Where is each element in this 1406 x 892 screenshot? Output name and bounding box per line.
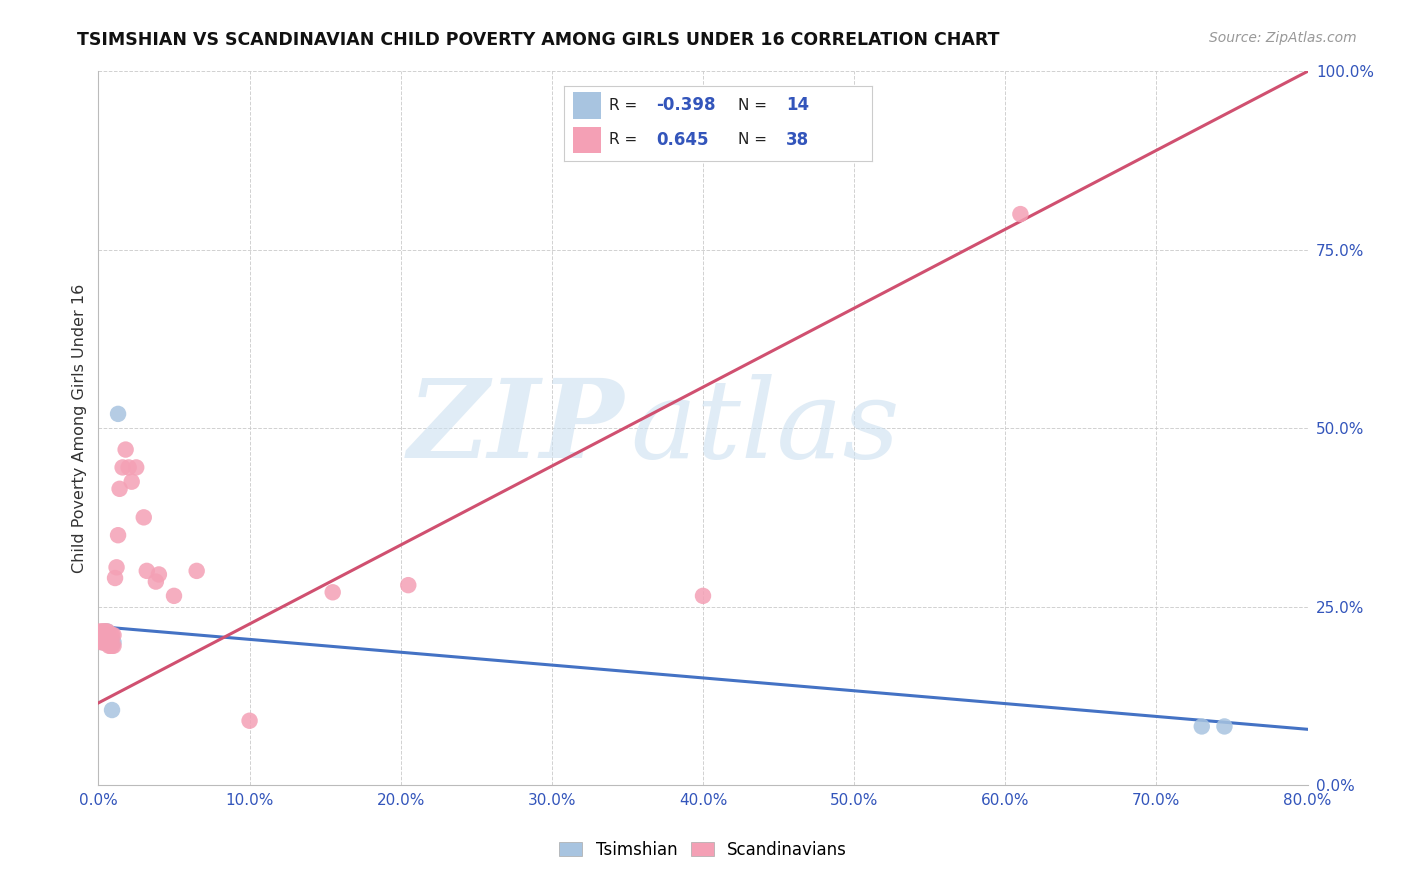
Point	[103, 635, 125, 649]
Point	[98, 639, 121, 653]
Point	[322, 585, 344, 599]
Point	[101, 628, 124, 642]
Point	[103, 628, 125, 642]
Point	[100, 628, 122, 642]
Text: ZIP: ZIP	[408, 375, 624, 482]
Point	[103, 639, 125, 653]
Point	[98, 628, 121, 642]
Text: Source: ZipAtlas.com: Source: ZipAtlas.com	[1209, 31, 1357, 45]
Point	[105, 560, 128, 574]
Point	[145, 574, 167, 589]
Text: TSIMSHIAN VS SCANDINAVIAN CHILD POVERTY AMONG GIRLS UNDER 16 CORRELATION CHART: TSIMSHIAN VS SCANDINAVIAN CHILD POVERTY …	[77, 31, 1000, 49]
Point	[108, 482, 131, 496]
Point	[93, 624, 115, 639]
Point	[93, 624, 115, 639]
Point	[96, 635, 118, 649]
Point	[104, 571, 127, 585]
Point	[91, 624, 114, 639]
Legend: Tsimshian, Scandinavians: Tsimshian, Scandinavians	[560, 840, 846, 859]
Point	[91, 628, 114, 642]
Point	[100, 635, 122, 649]
Point	[396, 578, 419, 592]
Point	[125, 460, 148, 475]
Point	[100, 639, 122, 653]
Point	[101, 639, 124, 653]
Point	[239, 714, 262, 728]
Point	[107, 407, 129, 421]
Point	[94, 624, 117, 639]
Point	[107, 528, 129, 542]
Point	[1010, 207, 1032, 221]
Point	[93, 635, 115, 649]
Text: atlas: atlas	[630, 375, 900, 482]
Point	[692, 589, 714, 603]
Point	[101, 703, 124, 717]
Point	[91, 635, 114, 649]
Point	[91, 635, 114, 649]
Point	[111, 460, 134, 475]
Point	[148, 567, 170, 582]
Point	[90, 624, 112, 639]
Y-axis label: Child Poverty Among Girls Under 16: Child Poverty Among Girls Under 16	[72, 284, 87, 573]
Point	[96, 624, 118, 639]
Point	[121, 475, 143, 489]
Point	[114, 442, 136, 457]
Point	[93, 635, 115, 649]
Point	[132, 510, 155, 524]
Point	[94, 635, 117, 649]
Point	[118, 460, 141, 475]
Point	[1191, 719, 1213, 733]
Point	[186, 564, 208, 578]
Point	[94, 624, 117, 639]
Point	[90, 635, 112, 649]
Point	[98, 632, 121, 646]
Point	[96, 624, 118, 639]
Point	[163, 589, 186, 603]
Point	[94, 635, 117, 649]
Point	[1213, 719, 1236, 733]
Point	[89, 624, 111, 639]
Point	[135, 564, 157, 578]
